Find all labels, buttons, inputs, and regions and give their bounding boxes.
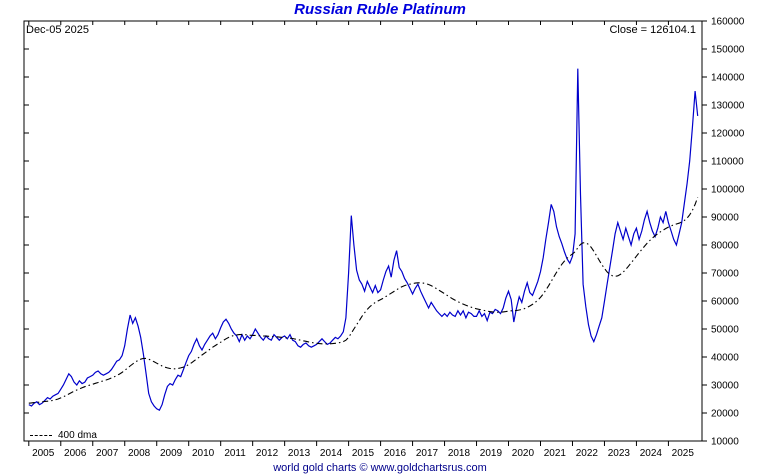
svg-text:50000: 50000 <box>711 325 739 336</box>
chart-date-label: Dec-05 2025 <box>26 24 89 36</box>
page-title: Russian Ruble Platinum <box>294 1 466 18</box>
svg-text:2006: 2006 <box>64 448 87 459</box>
svg-text:60000: 60000 <box>711 297 739 308</box>
svg-text:40000: 40000 <box>711 353 739 364</box>
dma-line-swatch-icon <box>30 435 52 436</box>
svg-text:2008: 2008 <box>128 448 151 459</box>
svg-text:2021: 2021 <box>544 448 567 459</box>
svg-text:2014: 2014 <box>320 448 343 459</box>
svg-text:10000: 10000 <box>711 437 739 448</box>
svg-text:2011: 2011 <box>224 448 246 459</box>
svg-text:90000: 90000 <box>711 213 739 224</box>
svg-text:70000: 70000 <box>711 269 739 280</box>
svg-text:100000: 100000 <box>711 185 745 196</box>
legend-dma-label: 400 dma <box>58 430 97 441</box>
svg-text:2016: 2016 <box>384 448 407 459</box>
chart-close-label: Close = 126104.1 <box>609 24 696 36</box>
svg-text:2020: 2020 <box>512 448 535 459</box>
svg-text:2005: 2005 <box>32 448 55 459</box>
svg-text:30000: 30000 <box>711 381 739 392</box>
svg-text:2023: 2023 <box>608 448 631 459</box>
svg-text:120000: 120000 <box>711 129 745 140</box>
svg-text:140000: 140000 <box>711 73 745 84</box>
svg-text:110000: 110000 <box>711 157 744 168</box>
legend: 400 dma <box>30 430 97 441</box>
svg-text:2007: 2007 <box>96 448 119 459</box>
svg-text:150000: 150000 <box>711 45 745 56</box>
svg-text:2013: 2013 <box>288 448 311 459</box>
svg-text:2017: 2017 <box>416 448 439 459</box>
svg-text:2019: 2019 <box>480 448 503 459</box>
svg-text:2009: 2009 <box>160 448 183 459</box>
svg-text:130000: 130000 <box>711 101 745 112</box>
svg-text:2015: 2015 <box>352 448 375 459</box>
svg-text:2012: 2012 <box>256 448 279 459</box>
svg-text:2024: 2024 <box>640 448 663 459</box>
chart-footer-caption: world gold charts © www.goldchartsrus.co… <box>273 462 487 474</box>
svg-text:2025: 2025 <box>672 448 695 459</box>
svg-text:2018: 2018 <box>448 448 471 459</box>
svg-text:20000: 20000 <box>711 409 739 420</box>
svg-text:2022: 2022 <box>576 448 599 459</box>
svg-text:80000: 80000 <box>711 241 739 252</box>
svg-text:2010: 2010 <box>192 448 215 459</box>
svg-text:160000: 160000 <box>711 17 745 28</box>
